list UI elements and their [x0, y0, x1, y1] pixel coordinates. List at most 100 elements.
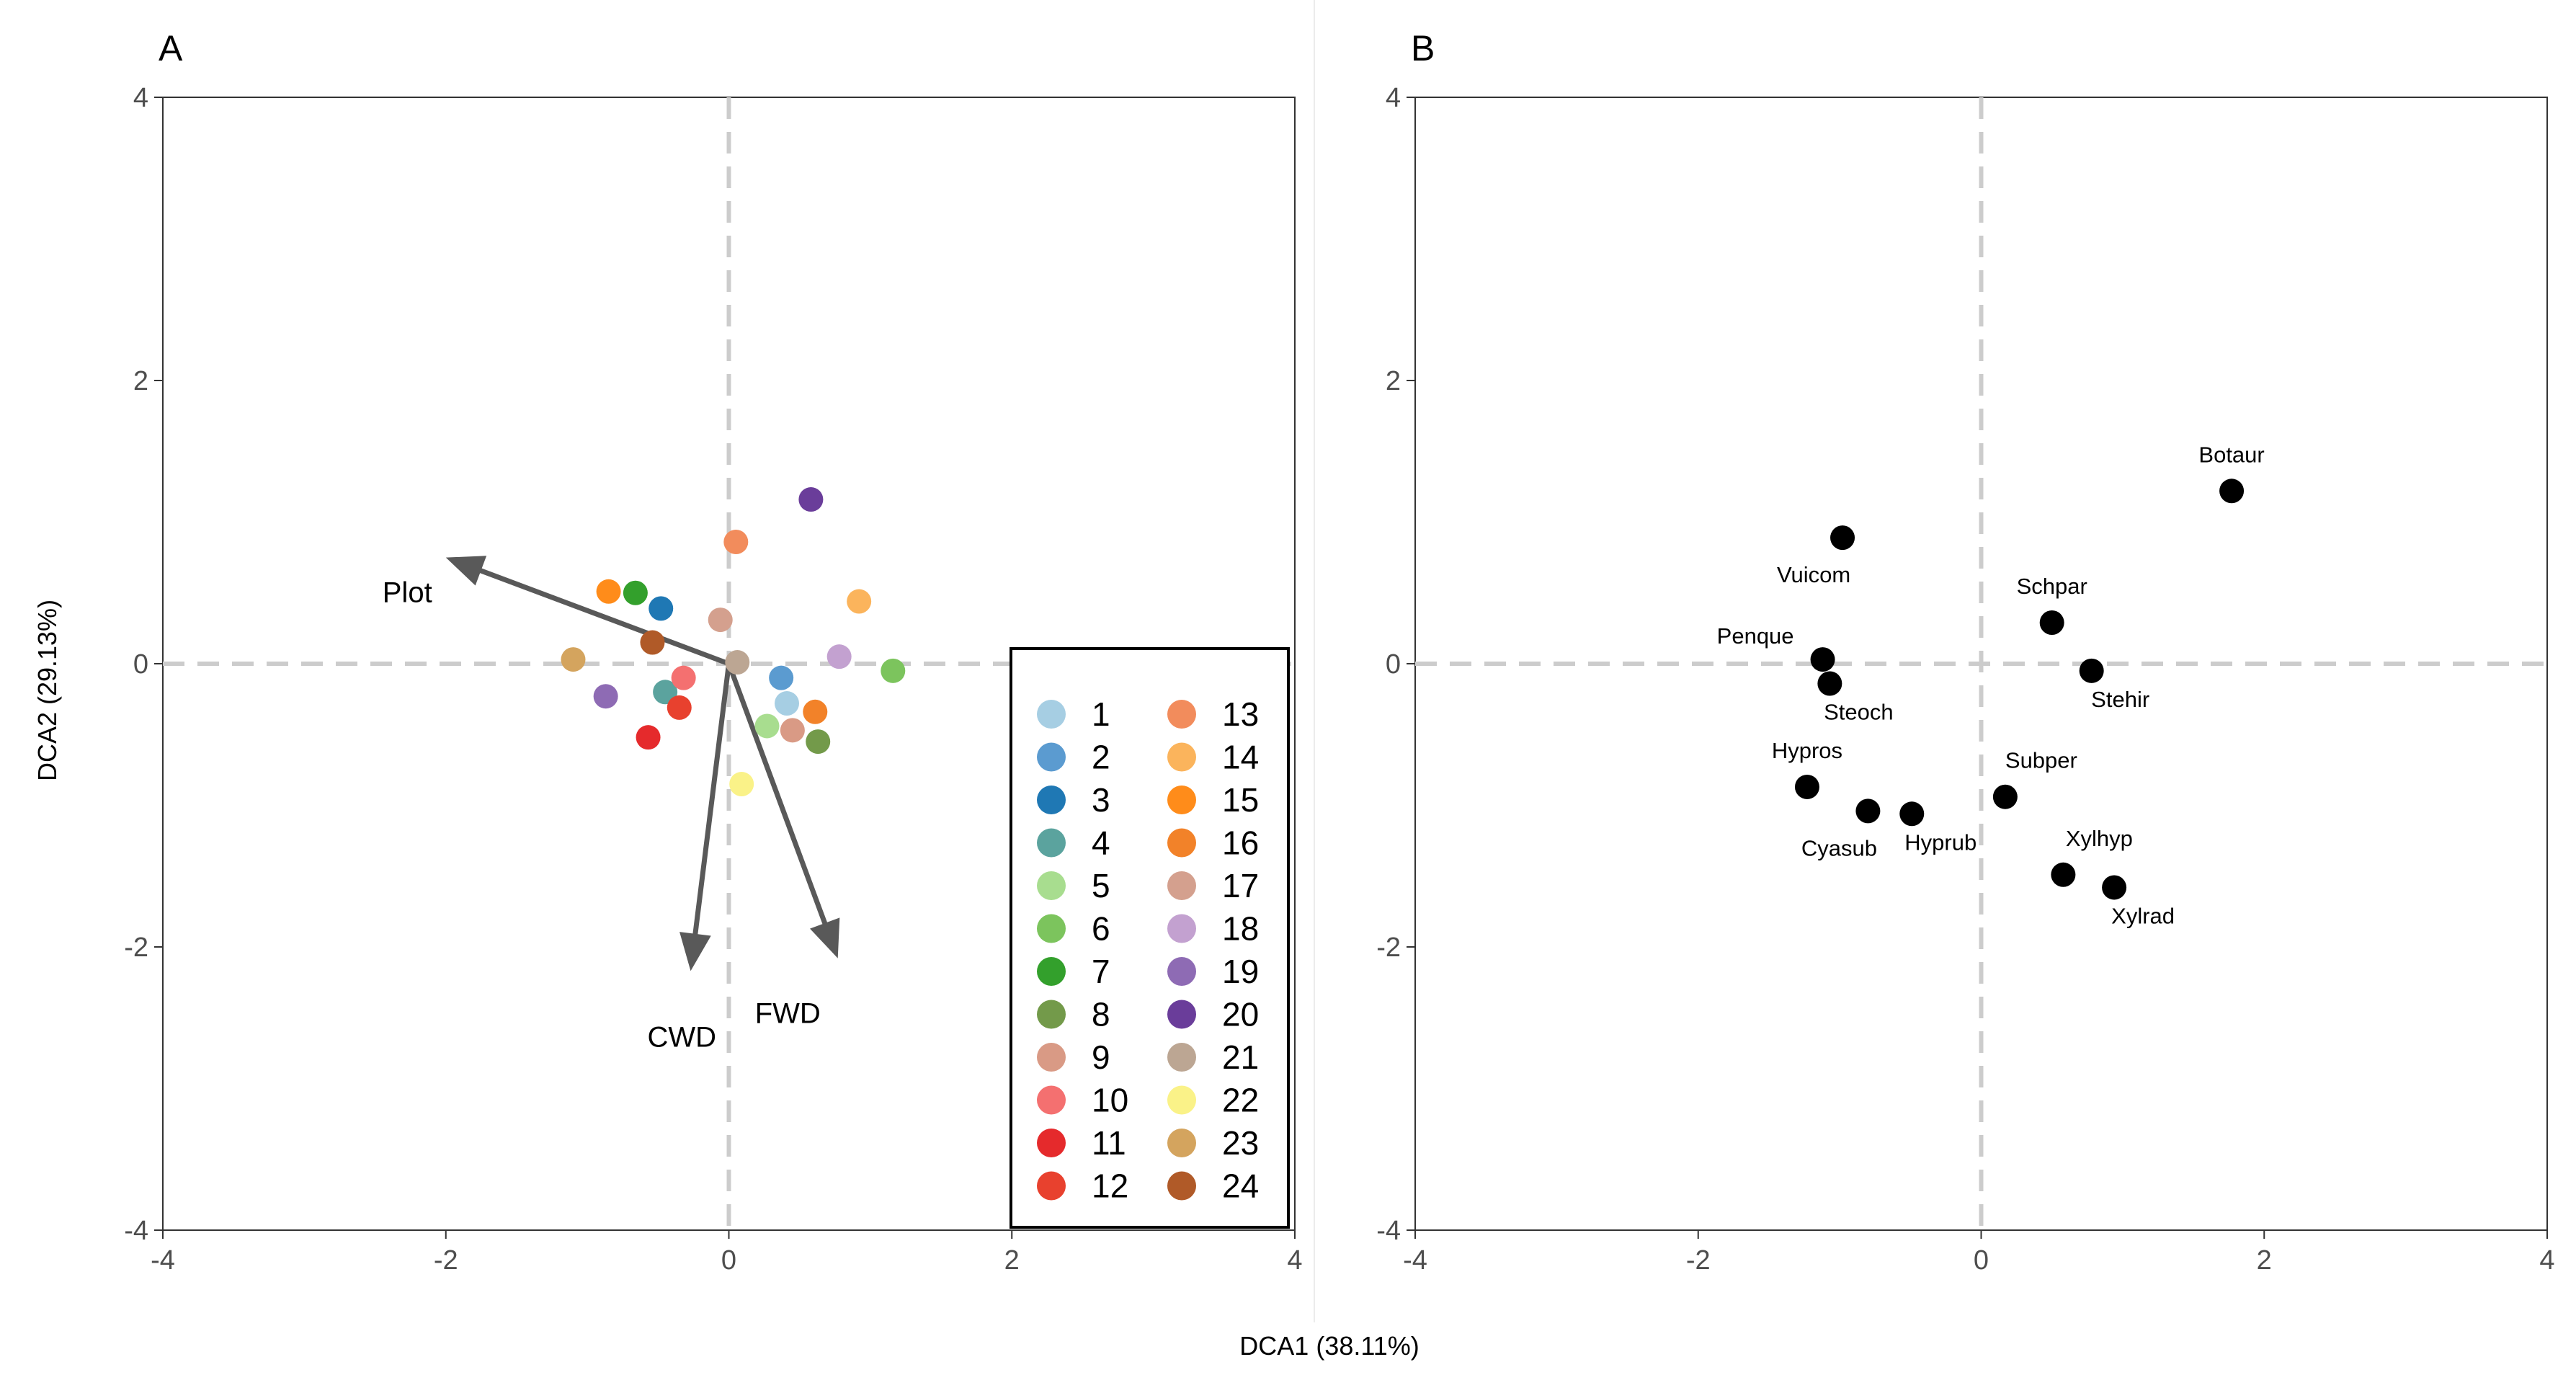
- legend-key-13: [1167, 700, 1196, 729]
- x-tick-label: -2: [434, 1245, 458, 1276]
- species-point-hyprub: [1899, 801, 1925, 827]
- site-point-6: [881, 658, 906, 683]
- species-point-xylhyp: [2051, 862, 2076, 887]
- species-point-subper: [1992, 784, 2018, 809]
- species-point-hypros: [1794, 774, 1819, 799]
- species-label-hyprub: Hyprub: [1904, 829, 1976, 855]
- legend-key-19: [1167, 957, 1196, 986]
- species-point-vuicom: [1830, 525, 1855, 551]
- legend-label-2: 2: [1092, 739, 1110, 776]
- site-point-13: [723, 530, 749, 555]
- legend-key-5: [1037, 871, 1066, 900]
- vector-cwd-shaft: [692, 663, 731, 939]
- y-tick-label: 2: [133, 366, 148, 396]
- panel-b-letter: B: [1411, 28, 1435, 68]
- y-tick-label: -4: [1376, 1216, 1401, 1246]
- site-point-20: [798, 487, 824, 512]
- panel-b-reference-lines: [1415, 97, 2547, 1230]
- species-point-botaur: [2219, 479, 2245, 504]
- legend-label-3: 3: [1092, 781, 1110, 819]
- legend-label-9: 9: [1092, 1038, 1110, 1076]
- species-label-vuicom: Vuicom: [1777, 562, 1850, 587]
- site-point-9: [780, 718, 805, 743]
- x-tick-label: -4: [151, 1245, 175, 1276]
- species-label-xylrad: Xylrad: [2111, 903, 2175, 928]
- species-point-cyasub: [1855, 798, 1881, 824]
- legend-key-1: [1037, 700, 1066, 729]
- legend-label-16: 16: [1222, 824, 1259, 862]
- legend-label-20: 20: [1222, 996, 1259, 1033]
- site-point-21: [725, 650, 750, 675]
- legend-key-23: [1167, 1129, 1196, 1157]
- y-tick-label: 0: [1386, 649, 1401, 680]
- legend-label-6: 6: [1092, 910, 1110, 948]
- site-point-22: [729, 772, 754, 797]
- x-tick-label: 2: [2257, 1245, 2272, 1276]
- y-tick-label: 4: [133, 83, 148, 113]
- legend-label-8: 8: [1092, 996, 1110, 1033]
- legend-key-14: [1167, 742, 1196, 772]
- legend-label-4: 4: [1092, 824, 1110, 862]
- legend-key-18: [1167, 914, 1196, 943]
- legend-key-15: [1167, 786, 1196, 814]
- site-point-15: [596, 579, 621, 604]
- legend-label-10: 10: [1092, 1082, 1128, 1119]
- site-point-7: [623, 580, 648, 605]
- x-tick-label: 0: [721, 1245, 736, 1276]
- x-axis-title: DCA1 (38.11%): [1239, 1331, 1419, 1361]
- legend-key-11: [1037, 1129, 1066, 1157]
- legend-label-19: 19: [1222, 953, 1259, 990]
- legend-key-21: [1167, 1043, 1196, 1072]
- species-label-xylhyp: Xylhyp: [2066, 826, 2133, 851]
- species-point-penque: [1810, 647, 1835, 672]
- legend-key-12: [1037, 1171, 1066, 1201]
- site-point-19: [593, 684, 618, 709]
- panel-a-letter: A: [159, 28, 183, 68]
- site-point-14: [847, 589, 872, 614]
- legend-label-24: 24: [1222, 1167, 1259, 1205]
- site-point-17: [708, 608, 733, 633]
- legend-key-16: [1167, 828, 1196, 858]
- vector-plot-shaft: [476, 566, 730, 667]
- legend-label-14: 14: [1222, 739, 1259, 776]
- vector-fwd-arrowhead: [810, 917, 840, 958]
- legend-key-2: [1037, 742, 1066, 772]
- legend-label-13: 13: [1222, 695, 1259, 733]
- site-point-4: [653, 680, 678, 705]
- legend-label-23: 23: [1222, 1124, 1259, 1162]
- site-point-18: [826, 644, 852, 669]
- x-tick-label: 2: [1004, 1245, 1020, 1276]
- x-tick-label: 4: [2539, 1245, 2554, 1276]
- species-label-schpar: Schpar: [2017, 574, 2087, 599]
- legend-label-21: 21: [1222, 1038, 1259, 1076]
- species-point-xylrad: [2102, 875, 2127, 900]
- site-point-23: [561, 647, 586, 672]
- legend-key-20: [1167, 1000, 1196, 1029]
- panel-b-axes: -4 -2 0 2 4 -4 -2 0 2 4: [1376, 83, 2554, 1276]
- legend-key-8: [1037, 1000, 1066, 1029]
- legend-key-7: [1037, 957, 1066, 986]
- legend-label-7: 7: [1092, 953, 1110, 990]
- site-point-12: [667, 695, 692, 720]
- site-point-16: [803, 699, 828, 724]
- y-tick-label: 4: [1386, 83, 1401, 113]
- legend-label-22: 22: [1222, 1082, 1259, 1119]
- site-point-2: [769, 665, 794, 690]
- y-tick-label: 2: [1386, 366, 1401, 396]
- species-label-steoch: Steoch: [1824, 700, 1894, 725]
- species-label-botaur: Botaur: [2198, 442, 2264, 467]
- legend-key-24: [1167, 1171, 1196, 1201]
- y-tick-label: -2: [124, 933, 148, 963]
- site-point-10: [671, 665, 696, 690]
- species-point-steoch: [1817, 671, 1842, 696]
- y-tick-label: -2: [1376, 933, 1401, 963]
- legend-key-10: [1037, 1085, 1066, 1115]
- legend-key-9: [1037, 1043, 1066, 1072]
- species-label-hypros: Hypros: [1772, 738, 1842, 763]
- vector-plot-label: Plot: [383, 577, 432, 609]
- site-point-5: [754, 713, 780, 739]
- y-tick-label: 0: [133, 649, 148, 680]
